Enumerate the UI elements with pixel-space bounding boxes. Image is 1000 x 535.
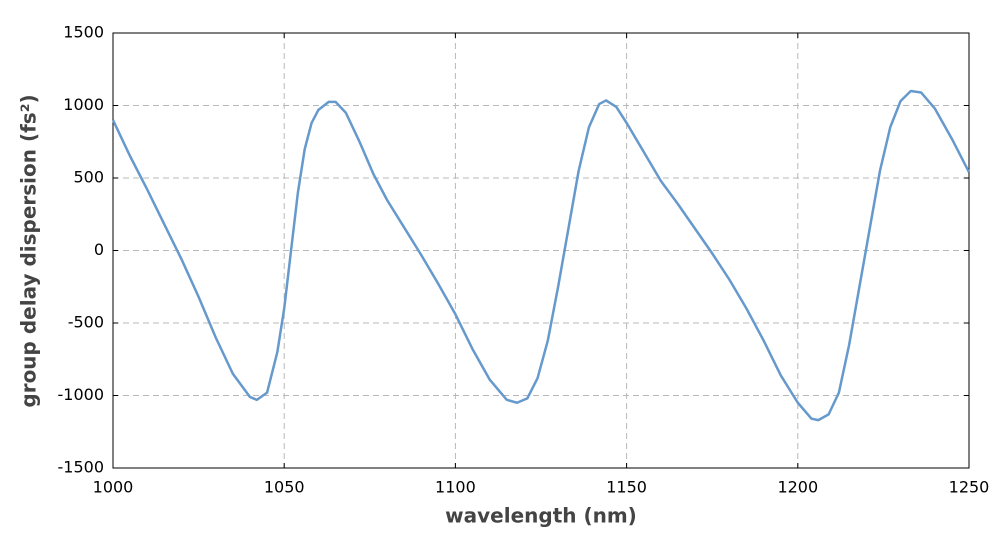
y-axis-label: group delay dispersion (fs²): [17, 94, 41, 407]
data-line: [111, 89, 971, 422]
x-tick-label: 1200: [777, 478, 818, 497]
plot-frame: [112, 32, 970, 469]
y-tick-label: -500: [68, 313, 104, 332]
x-tick-label: 1150: [606, 478, 647, 497]
y-tick-label: 1000: [63, 95, 104, 114]
y-tick-label: 0: [94, 240, 104, 259]
x-tick-label: 1100: [435, 478, 476, 497]
y-tick-label: -1000: [58, 385, 105, 404]
x-axis-label: wavelength (nm): [445, 504, 637, 528]
x-tick-label: 1050: [264, 478, 305, 497]
x-tick-label: 1000: [93, 478, 134, 497]
x-tick-label: 1250: [949, 478, 990, 497]
y-tick-label: 1500: [63, 23, 104, 42]
y-tick-label: 500: [73, 168, 104, 187]
y-tick-label: -1500: [58, 458, 105, 477]
